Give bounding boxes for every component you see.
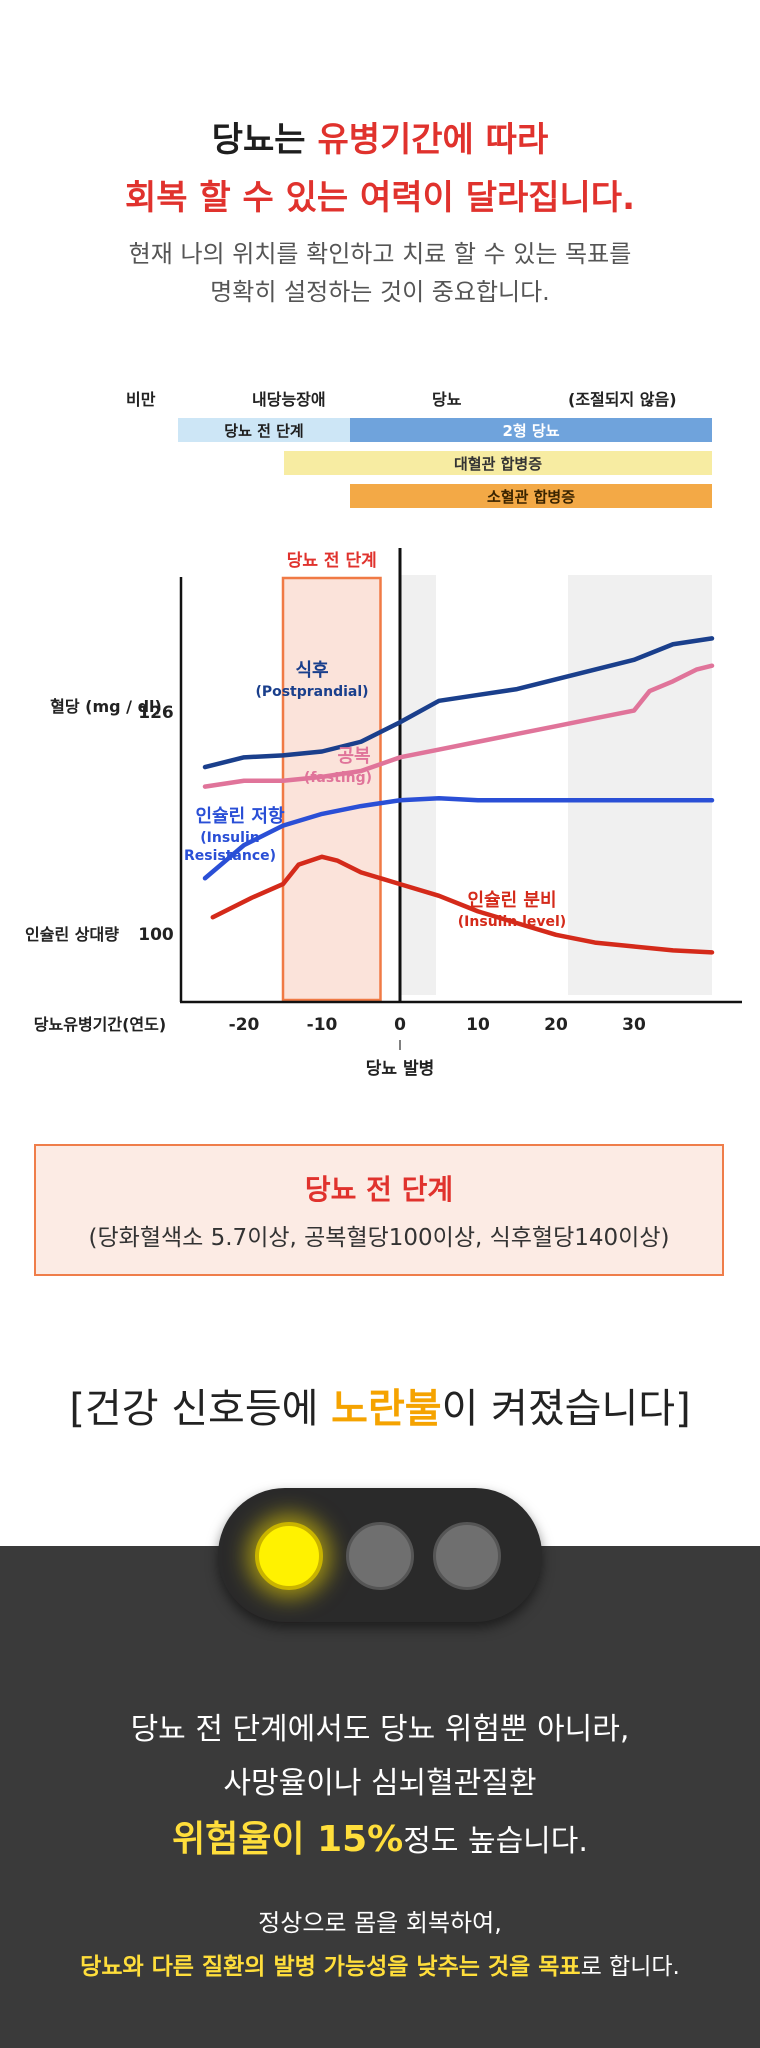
x-tick-label: -20 xyxy=(229,1015,260,1035)
stage-label-igt: 내당능장애 xyxy=(252,390,326,409)
x-tick-label: 10 xyxy=(466,1015,490,1035)
signal-heading-a: [건강 신호등에 xyxy=(69,1386,332,1432)
panel-line-3: 위험율이 15%정도 높습니다. xyxy=(0,1818,760,1864)
series-line-insulin-level xyxy=(210,854,715,955)
prediabetes-criteria-box: 당뇨 전 단계 (당화혈색소 5.7이상, 공복혈당100이상, 식후혈당140… xyxy=(34,1144,724,1276)
panel-line-4: 정상으로 몸을 회복하여, xyxy=(258,1909,502,1937)
series-label-insulin-resistance: 인슐린 저항 xyxy=(195,806,285,827)
signal-heading-c: 이 켜졌습니다] xyxy=(441,1386,691,1432)
y-tick-100: 100 xyxy=(138,925,174,945)
warning-panel xyxy=(0,1546,760,2048)
yellow-light-icon xyxy=(255,1522,323,1590)
band-microvascular: 소혈관 합병증 xyxy=(350,484,712,508)
panel-line-3-rest: 정도 높습니다. xyxy=(403,1824,588,1859)
off-light-icon xyxy=(433,1522,501,1590)
x-tick-label: -10 xyxy=(307,1015,338,1035)
panel-goal-highlight: 당뇨와 다른 질환의 발병 가능성을 낮추는 것을 목표 xyxy=(80,1954,581,1980)
panel-line-5: 당뇨와 다른 질환의 발병 가능성을 낮추는 것을 목표로 합니다. xyxy=(0,1950,760,1984)
subheadline-line-2: 명확히 설정하는 것이 중요합니다. xyxy=(210,278,550,306)
signal-heading-b: 노란불 xyxy=(331,1386,442,1432)
onset-label: 당뇨 발병 xyxy=(366,1059,434,1079)
series-label-insulin-level: 인슐린 분비 xyxy=(467,890,556,911)
series-line-fasting xyxy=(202,663,715,789)
x-tick-label: 30 xyxy=(622,1015,646,1035)
panel-line-2: 사망율이나 심뇌혈관질환 xyxy=(223,1766,537,1801)
series-label-postprandial: 식후 xyxy=(295,660,328,681)
y-label-glucose: 혈당 (mg / dl) xyxy=(50,697,162,716)
series-sublabel-postprandial: (Postprandial) xyxy=(255,684,368,700)
prediabetes-highlight-label: 당뇨 전 단계 xyxy=(287,551,377,571)
off-light-icon xyxy=(346,1522,414,1590)
stage-label-diabetes: 당뇨 xyxy=(432,390,462,409)
series-sublabel-insulin-level: (Insulin level) xyxy=(458,914,566,930)
subheadline-line-1: 현재 나의 위치를 확인하고 치료 할 수 있는 목표를 xyxy=(128,240,632,268)
series-label-fasting: 공복 xyxy=(337,746,370,767)
headline-line-2: 회복 할 수 있는 여력이 달라집니다. xyxy=(124,178,636,218)
band-prediabetes: 당뇨 전 단계 xyxy=(178,418,350,442)
prediabetes-box-desc: (당화혈색소 5.7이상, 공복혈당100이상, 식후혈당140이상) xyxy=(88,1225,670,1251)
stage-label-uncontrolled: (조절되지 않음) xyxy=(568,390,677,409)
panel-line-1: 당뇨 전 단계에서도 당뇨 위험뿐 아니라, xyxy=(130,1712,630,1747)
y-tick-126: 126 xyxy=(138,703,174,723)
headline-part-b: 유병기간에 따라 xyxy=(317,120,549,160)
panel-highlight-risk: 위험율이 15% xyxy=(172,1819,404,1860)
shade-area-late xyxy=(568,575,712,995)
signal-heading: [건강 신호등에 노란불이 켜졌습니다] xyxy=(0,1382,760,1436)
series-sublabel-insulin-resistance: (Insulin xyxy=(200,830,259,846)
x-axis-label: 당뇨유병기간(연도) xyxy=(34,1015,166,1034)
headline-part-a: 당뇨는 xyxy=(211,120,318,160)
prediabetes-box-title: 당뇨 전 단계 xyxy=(304,1173,454,1206)
x-tick-label: 0 xyxy=(394,1015,406,1035)
prediabetes-highlight xyxy=(281,576,382,1002)
headline-line-1: 당뇨는 유병기간에 따라 xyxy=(0,118,760,162)
stage-label-obesity: 비만 xyxy=(126,390,156,409)
band-type2: 2형 당뇨 xyxy=(350,418,712,442)
series-sublabel-insulin-resistance: Resistance) xyxy=(184,848,276,864)
shade-area-early xyxy=(400,575,436,995)
series-line-postprandial xyxy=(202,636,715,770)
y-label-insulin: 인슐린 상대량 xyxy=(25,925,119,944)
x-tick-label: 20 xyxy=(544,1015,568,1035)
series-line-insulin-resistance xyxy=(202,796,715,881)
band-macrovascular: 대혈관 합병증 xyxy=(284,451,712,475)
panel-line-5-rest: 로 합니다. xyxy=(580,1954,680,1980)
series-sublabel-fasting: (fasting) xyxy=(304,770,372,786)
progression-chart: 당뇨 전 단계 식후 (Postprandial) 공복 (fasting) 인슐린 저… xyxy=(25,548,742,1079)
